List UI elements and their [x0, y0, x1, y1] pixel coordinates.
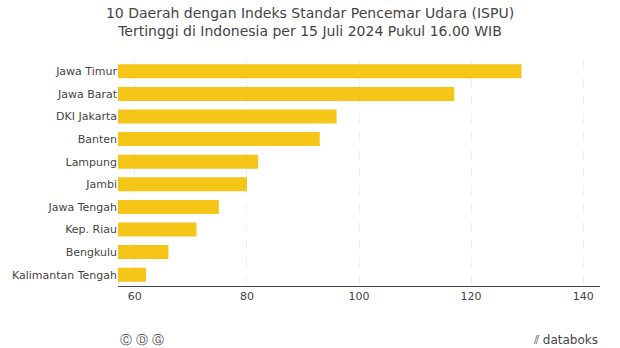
svg-text:Kep. Riau: Kep. Riau	[65, 223, 117, 236]
svg-text:10 Daerah dengan Indeks Standa: 10 Daerah dengan Indeks Standar Pencemar…	[106, 5, 514, 39]
svg-text:140: 140	[573, 290, 594, 303]
svg-text:120: 120	[461, 290, 482, 303]
svg-text:DKI Jakarta: DKI Jakarta	[56, 110, 117, 123]
svg-text:Jawa Tengah: Jawa Tengah	[47, 201, 117, 214]
svg-text:100: 100	[349, 290, 370, 303]
svg-text:Lampung: Lampung	[66, 156, 118, 169]
svg-text:60: 60	[128, 290, 142, 303]
svg-text:Ⓒ Ⓓ Ⓖ: Ⓒ Ⓓ Ⓖ	[120, 333, 164, 347]
svg-text:⫽ databoks: ⫽ databoks	[533, 333, 598, 347]
svg-text:Jawa Timur: Jawa Timur	[55, 65, 117, 78]
svg-text:Jambi: Jambi	[85, 178, 117, 191]
svg-text:Bengkulu: Bengkulu	[66, 246, 117, 259]
svg-text:Kalimantan Tengah: Kalimantan Tengah	[12, 269, 117, 282]
svg-text:Jawa Barat: Jawa Barat	[57, 88, 118, 101]
svg-text:80: 80	[240, 290, 254, 303]
svg-text:Banten: Banten	[78, 133, 117, 146]
